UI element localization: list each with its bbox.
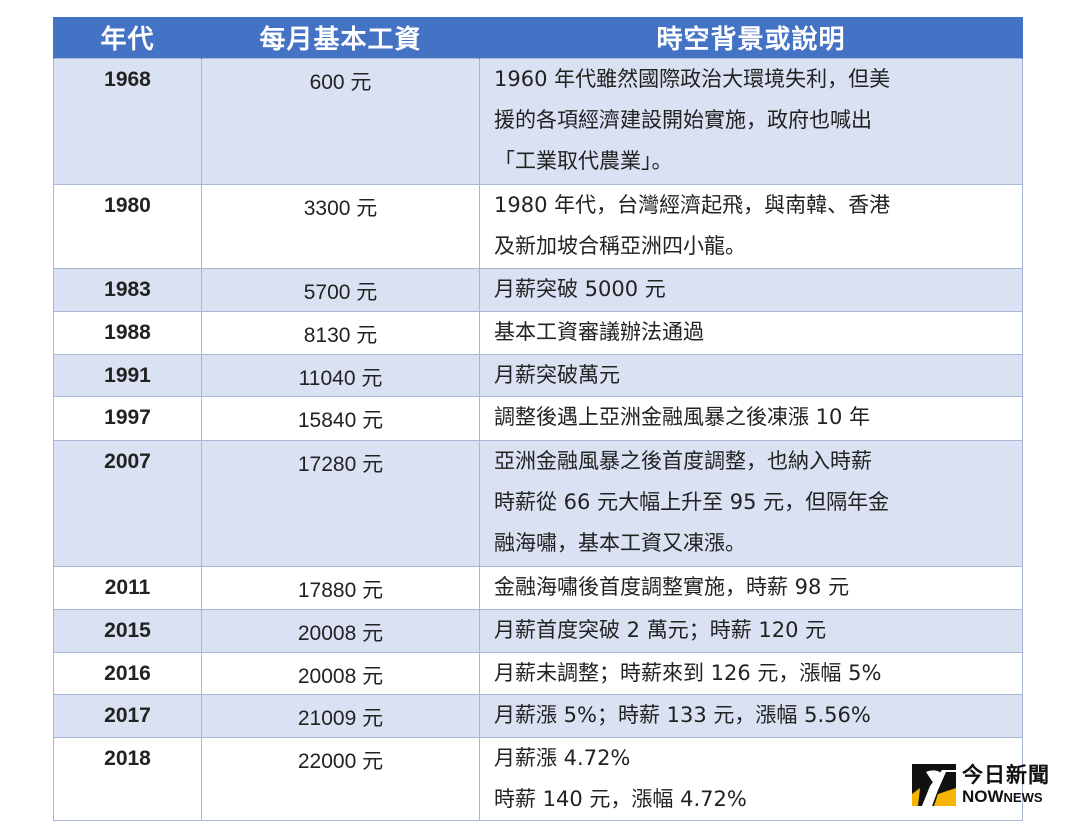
table-row: 1991 11040 元 月薪突破萬元 xyxy=(53,354,1023,397)
desc-line: 月薪突破 5000 元 xyxy=(494,277,666,301)
wage-cell: 22000 元 xyxy=(201,737,480,821)
year-cell: 2018 xyxy=(53,737,202,821)
table-header-row: 年代 每月基本工資 時空背景或說明 xyxy=(53,17,1023,59)
wage-cell: 21009 元 xyxy=(201,694,480,738)
logo-news: NEWS xyxy=(1003,790,1043,805)
minimum-wage-table: 年代 每月基本工資 時空背景或說明 1968 600 元 1960 年代雖然國際… xyxy=(53,17,1023,821)
table-row: 2011 17880 元 金融海嘯後首度調整實施，時薪 98 元 xyxy=(53,566,1023,610)
desc-line: 月薪突破萬元 xyxy=(494,363,620,387)
year-cell: 1983 xyxy=(53,268,202,312)
desc-line: 1960 年代雖然國際政治大環境失利，但美 xyxy=(494,67,891,91)
wage-cell: 5700 元 xyxy=(201,268,480,312)
wage-cell: 20008 元 xyxy=(201,652,480,695)
year-cell: 1980 xyxy=(53,184,202,269)
year-cell: 2016 xyxy=(53,652,202,695)
year-cell: 2015 xyxy=(53,609,202,653)
desc-cell: 亞洲金融風暴之後首度調整，也納入時薪 時薪從 66 元大幅上升至 95 元，但隔… xyxy=(479,440,1023,567)
table-row: 2018 22000 元 月薪漲 4.72% 時薪 140 元，漲幅 4.72% xyxy=(53,737,1023,821)
nownews-logo-icon xyxy=(912,764,956,806)
wage-cell: 20008 元 xyxy=(201,609,480,653)
desc-cell: 月薪首度突破 2 萬元；時薪 120 元 xyxy=(479,609,1023,653)
year-cell: 2007 xyxy=(53,440,202,567)
logo-english-name: NOWNEWS xyxy=(962,788,1050,805)
header-monthly-wage: 每月基本工資 xyxy=(201,17,480,59)
year-cell: 1988 xyxy=(53,311,202,355)
table-row: 1983 5700 元 月薪突破 5000 元 xyxy=(53,268,1023,312)
desc-line: 時薪從 66 元大幅上升至 95 元，但隔年金 xyxy=(494,490,890,514)
year-cell: 1997 xyxy=(53,396,202,441)
desc-cell: 月薪未調整；時薪來到 126 元，漲幅 5% xyxy=(479,652,1023,695)
desc-line: 調整後遇上亞洲金融風暴之後凍漲 10 年 xyxy=(494,405,871,429)
table-row: 2015 20008 元 月薪首度突破 2 萬元；時薪 120 元 xyxy=(53,609,1023,653)
table-row: 1980 3300 元 1980 年代，台灣經濟起飛，與南韓、香港 及新加坡合稱… xyxy=(53,184,1023,269)
desc-line: 「工業取代農業」。 xyxy=(494,149,673,173)
wage-cell: 11040 元 xyxy=(201,354,480,397)
table-row: 2007 17280 元 亞洲金融風暴之後首度調整，也納入時薪 時薪從 66 元… xyxy=(53,440,1023,567)
header-year: 年代 xyxy=(53,17,202,59)
desc-line: 時薪 140 元，漲幅 4.72% xyxy=(494,787,747,811)
desc-cell: 1980 年代，台灣經濟起飛，與南韓、香港 及新加坡合稱亞洲四小龍。 xyxy=(479,184,1023,269)
desc-line: 亞洲金融風暴之後首度調整，也納入時薪 xyxy=(494,449,872,473)
wage-cell: 600 元 xyxy=(201,58,480,185)
wage-cell: 17880 元 xyxy=(201,566,480,610)
year-cell: 1968 xyxy=(53,58,202,185)
table-row: 2017 21009 元 月薪漲 5%；時薪 133 元，漲幅 5.56% xyxy=(53,694,1023,738)
year-cell: 2017 xyxy=(53,694,202,738)
desc-cell: 金融海嘯後首度調整實施，時薪 98 元 xyxy=(479,566,1023,610)
logo-now: NOW xyxy=(962,787,1004,806)
desc-cell: 調整後遇上亞洲金融風暴之後凍漲 10 年 xyxy=(479,396,1023,441)
table-row: 1997 15840 元 調整後遇上亞洲金融風暴之後凍漲 10 年 xyxy=(53,396,1023,441)
desc-line: 及新加坡合稱亞洲四小龍。 xyxy=(494,234,746,258)
desc-line: 月薪首度突破 2 萬元；時薪 120 元 xyxy=(494,618,827,642)
wage-cell: 17280 元 xyxy=(201,440,480,567)
desc-line: 金融海嘯後首度調整實施，時薪 98 元 xyxy=(494,575,850,599)
logo-chinese-name: 今日新聞 xyxy=(962,763,1050,787)
desc-line: 月薪漲 5%；時薪 133 元，漲幅 5.56% xyxy=(494,703,871,727)
desc-cell: 基本工資審議辦法通過 xyxy=(479,311,1023,355)
desc-line: 1980 年代，台灣經濟起飛，與南韓、香港 xyxy=(494,193,891,217)
wage-cell: 3300 元 xyxy=(201,184,480,269)
desc-line: 月薪未調整；時薪來到 126 元，漲幅 5% xyxy=(494,661,882,685)
desc-cell: 月薪突破 5000 元 xyxy=(479,268,1023,312)
table-row: 1988 8130 元 基本工資審議辦法通過 xyxy=(53,311,1023,355)
wage-cell: 15840 元 xyxy=(201,396,480,441)
desc-line: 融海嘯，基本工資又凍漲。 xyxy=(494,531,746,555)
year-cell: 2011 xyxy=(53,566,202,610)
wage-cell: 8130 元 xyxy=(201,311,480,355)
desc-line: 基本工資審議辦法通過 xyxy=(494,320,704,344)
desc-cell: 月薪漲 5%；時薪 133 元，漲幅 5.56% xyxy=(479,694,1023,738)
table-row: 2016 20008 元 月薪未調整；時薪來到 126 元，漲幅 5% xyxy=(53,652,1023,695)
table-row: 1968 600 元 1960 年代雖然國際政治大環境失利，但美 援的各項經濟建… xyxy=(53,58,1023,185)
desc-cell: 月薪突破萬元 xyxy=(479,354,1023,397)
desc-line: 援的各項經濟建設開始實施，政府也喊出 xyxy=(494,108,872,132)
nownews-logo: 今日新聞 NOWNEWS xyxy=(912,762,1060,808)
desc-line: 月薪漲 4.72% xyxy=(494,746,631,770)
header-background: 時空背景或說明 xyxy=(479,17,1023,59)
year-cell: 1991 xyxy=(53,354,202,397)
desc-cell: 1960 年代雖然國際政治大環境失利，但美 援的各項經濟建設開始實施，政府也喊出… xyxy=(479,58,1023,185)
